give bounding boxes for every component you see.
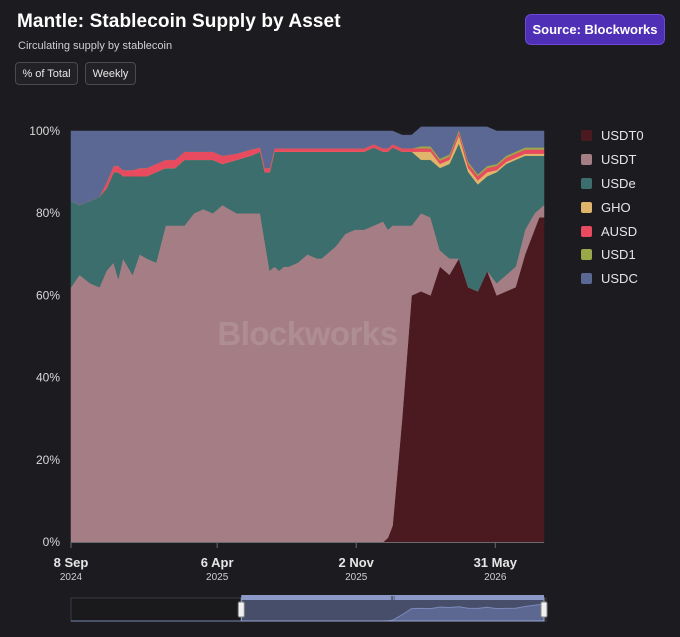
x-tick-label: 2 Nov — [339, 555, 375, 570]
x-tick-sublabel: 2024 — [60, 572, 83, 583]
chart-subtitle: Circulating supply by stablecoin — [18, 40, 173, 52]
legend-item-usdt[interactable]: USDT — [581, 148, 644, 172]
legend-item-usde[interactable]: USDe — [581, 172, 644, 196]
y-tick-label: 100% — [29, 124, 60, 138]
legend-swatch — [581, 225, 592, 237]
legend-label: USDT — [601, 152, 637, 168]
y-tick-label: 60% — [36, 288, 60, 302]
y-tick-label: 0% — [43, 535, 61, 549]
navigator-right-handle[interactable] — [540, 601, 548, 618]
legend-swatch — [581, 273, 592, 285]
source-button[interactable]: Source: Blockworks — [525, 14, 665, 45]
x-tick-label: 8 Sep — [54, 555, 89, 570]
x-tick-label: 6 Apr — [201, 555, 234, 570]
navigator-scroll-grip-icon[interactable]: III — [391, 596, 395, 602]
legend-label: AUSD — [601, 223, 638, 239]
legend-swatch — [581, 249, 592, 261]
legend-swatch — [581, 130, 592, 142]
legend-swatch — [581, 154, 592, 166]
watermark: Blockworks — [217, 315, 397, 352]
y-tick-label: 80% — [36, 206, 60, 220]
legend-label: USDe — [601, 175, 636, 191]
x-tick-sublabel: 2025 — [206, 572, 229, 583]
chart-legend: USDT0 USDT USDe GHO AUSD USD1 USDC — [581, 124, 644, 291]
area-usdc[interactable] — [70, 126, 545, 206]
percent-of-total-toggle[interactable]: % of Total — [15, 62, 78, 85]
navigator-scrollbar[interactable] — [241, 595, 544, 600]
y-tick-label: 20% — [36, 453, 60, 467]
legend-swatch — [581, 177, 592, 189]
x-tick-label: 31 May — [474, 555, 518, 570]
weekly-interval-toggle[interactable]: Weekly — [85, 62, 136, 85]
legend-label: GHO — [601, 199, 631, 215]
legend-item-gho[interactable]: GHO — [581, 195, 644, 219]
legend-swatch — [581, 201, 592, 213]
x-tick-sublabel: 2025 — [345, 572, 368, 583]
legend-item-ausd[interactable]: AUSD — [581, 219, 644, 243]
legend-label: USDT0 — [601, 128, 644, 144]
navigator-left-handle[interactable] — [237, 601, 245, 618]
x-tick-sublabel: 2026 — [484, 572, 507, 583]
legend-item-usdc[interactable]: USDC — [581, 267, 644, 291]
y-tick-label: 40% — [36, 371, 60, 385]
legend-item-usdt0[interactable]: USDT0 — [581, 124, 644, 148]
legend-item-usd1[interactable]: USD1 — [581, 243, 644, 267]
legend-label: USD1 — [601, 247, 636, 263]
legend-label: USDC — [601, 271, 638, 287]
chart-title: Mantle: Stablecoin Supply by Asset — [17, 11, 341, 32]
